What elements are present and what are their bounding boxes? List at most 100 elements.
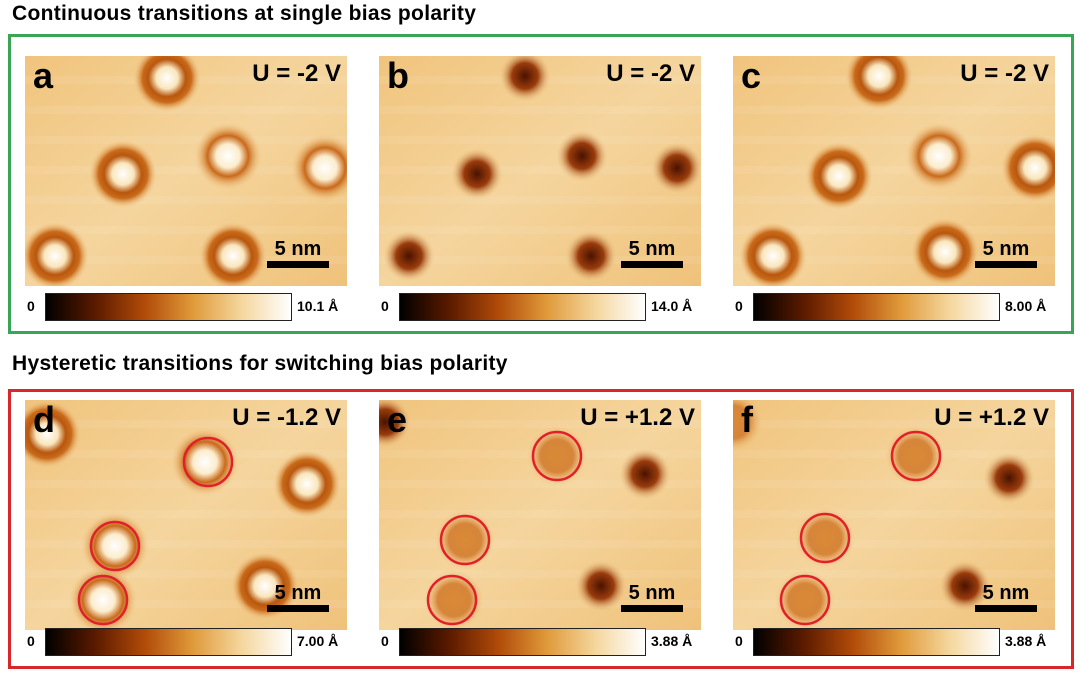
colorbar-gradient (45, 628, 292, 656)
bias-voltage-label: U = -2 V (606, 60, 695, 87)
panel-label: e (387, 400, 408, 440)
bias-voltage-label: U = -1.2 V (232, 404, 341, 431)
scale-bar: 5 nm (267, 582, 329, 612)
stm-image-panel-b: b U = -2 V 5 nm (379, 56, 701, 286)
surface-feature (379, 400, 411, 448)
bias-voltage-label: U = +1.2 V (580, 404, 695, 431)
stm-image-panel-a: a U = -2 V 5 nm (25, 56, 347, 286)
colorbar-max-label: 14.0 Å (651, 298, 693, 314)
topography-map (379, 56, 701, 286)
surface-feature (25, 400, 81, 468)
colorbar-max-label: 7.00 Å (297, 633, 339, 649)
surface-feature (565, 230, 617, 282)
bias-voltage-label: U = -2 V (252, 60, 341, 87)
colorbar-min-label: 0 (27, 298, 35, 314)
scale-bar-line (975, 605, 1037, 612)
colorbar-max-label: 3.88 Å (1005, 633, 1047, 649)
surface-feature (25, 222, 89, 286)
surface-feature (273, 450, 341, 518)
colorbar-gradient (753, 293, 1000, 321)
topography-map (379, 400, 701, 630)
scale-bar-label: 5 nm (274, 238, 322, 260)
section-title-continuous: Continuous transitions at single bias po… (12, 2, 477, 25)
colorbar-min-label: 0 (27, 633, 35, 649)
scale-bar: 5 nm (267, 238, 329, 268)
topography-map (25, 400, 347, 630)
surface-feature (733, 400, 763, 452)
surface-feature (451, 148, 503, 200)
highlight-circle (77, 574, 129, 626)
surface-feature (424, 570, 484, 630)
surface-feature (651, 142, 701, 194)
surface-feature (291, 134, 347, 202)
highlight-circle (439, 514, 491, 566)
panel-label: a (33, 56, 54, 96)
section-title-hysteretic: Hysteretic transitions for switching bia… (12, 352, 508, 375)
stm-image-panel-d: d U = -1.2 V 5 nm (25, 400, 347, 630)
scale-bar-line (267, 605, 329, 612)
frame-hysteretic (8, 389, 1074, 669)
scale-bar-label: 5 nm (274, 582, 322, 604)
panel-label: f (741, 400, 753, 440)
highlight-circle (799, 512, 851, 564)
surface-feature (795, 508, 855, 568)
surface-feature (845, 56, 913, 110)
surface-feature (619, 448, 671, 500)
colorbar-min-label: 0 (381, 298, 389, 314)
stm-image-panel-e: e U = +1.2 V 5 nm (379, 400, 701, 630)
scale-bar-line (621, 261, 683, 268)
highlight-circle (89, 520, 141, 572)
scale-bar: 5 nm (975, 582, 1037, 612)
colorbar-max-label: 3.88 Å (651, 633, 693, 649)
stm-image-panel-c: c U = -2 V 5 nm (733, 56, 1055, 286)
surface-feature (171, 428, 239, 496)
topography-map (733, 56, 1055, 286)
highlight-circle (426, 574, 478, 626)
panel-label: d (33, 400, 55, 440)
colorbar-gradient (399, 293, 646, 321)
colorbar-gradient (399, 628, 646, 656)
surface-feature (556, 130, 608, 182)
colorbar-gradient (753, 628, 1000, 656)
bias-voltage-label: U = +1.2 V (934, 404, 1049, 431)
surface-feature (911, 218, 979, 286)
panel-label: c (741, 56, 762, 96)
highlight-circle (182, 436, 234, 488)
colorbar-min-label: 0 (381, 633, 389, 649)
surface-feature (199, 222, 267, 286)
surface-feature (739, 222, 807, 286)
scale-bar-label: 5 nm (982, 582, 1030, 604)
highlight-circle (531, 430, 583, 482)
bias-voltage-label: U = -2 V (960, 60, 1049, 87)
scale-bar-label: 5 nm (628, 582, 676, 604)
surface-feature (194, 122, 262, 190)
colorbar-gradient (45, 293, 292, 321)
surface-feature (383, 230, 435, 282)
surface-feature (435, 510, 495, 570)
panel-label: b (387, 56, 409, 96)
scale-bar-label: 5 nm (628, 238, 676, 260)
surface-feature (575, 560, 627, 612)
topography-map (733, 400, 1055, 630)
surface-feature (885, 426, 945, 486)
surface-feature (89, 140, 157, 208)
surface-feature (805, 142, 873, 210)
highlight-circle (779, 574, 831, 626)
scale-bar-line (975, 261, 1037, 268)
surface-feature (775, 570, 835, 630)
stm-image-panel-f: f U = +1.2 V 5 nm (733, 400, 1055, 630)
colorbar-min-label: 0 (735, 633, 743, 649)
surface-feature (527, 426, 587, 486)
topography-map (25, 56, 347, 286)
surface-feature (499, 56, 551, 102)
surface-feature (905, 122, 973, 190)
surface-feature (1001, 134, 1055, 202)
colorbar-min-label: 0 (735, 298, 743, 314)
colorbar-max-label: 8.00 Å (1005, 298, 1047, 314)
surface-feature (133, 56, 201, 112)
surface-feature (939, 560, 991, 612)
scale-bar-line (267, 261, 329, 268)
scale-bar-label: 5 nm (982, 238, 1030, 260)
colorbar-max-label: 10.1 Å (297, 298, 339, 314)
scale-bar: 5 nm (621, 238, 683, 268)
